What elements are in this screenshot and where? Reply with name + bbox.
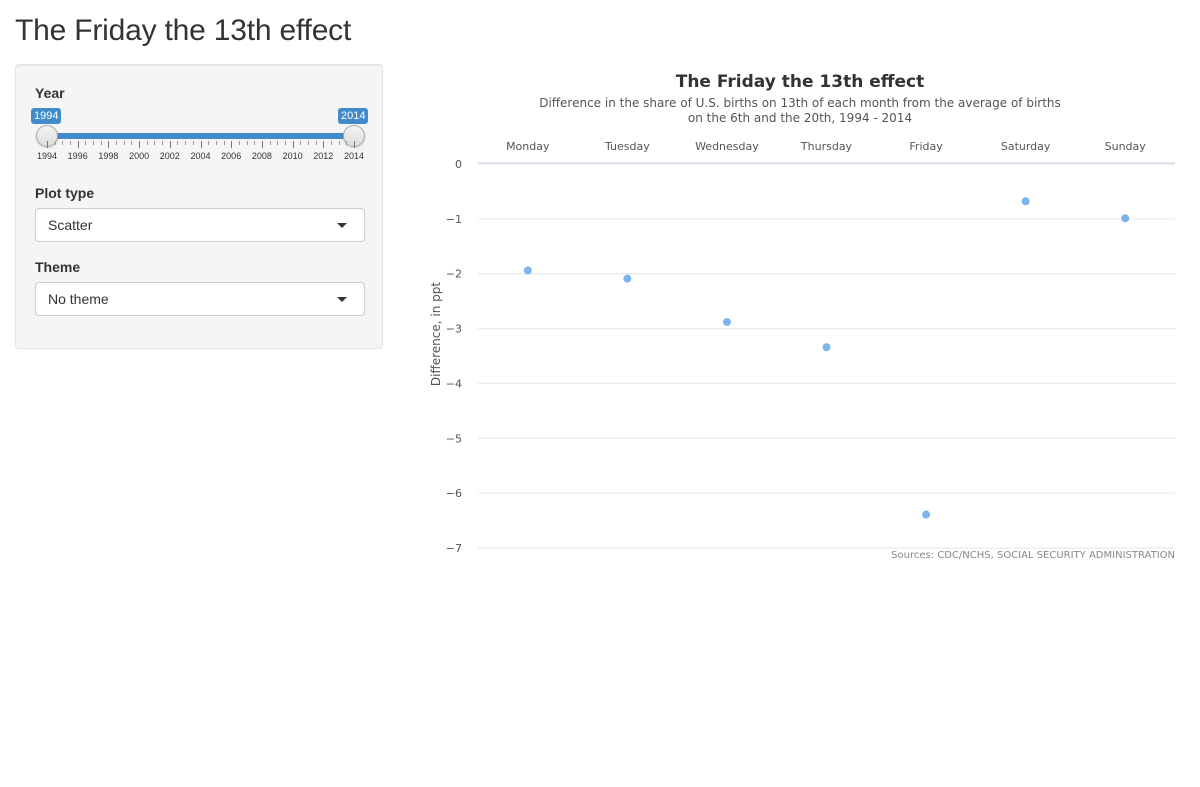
slider-tick [108, 141, 110, 148]
y-tick-label: 0 [455, 158, 462, 171]
theme-select[interactable]: No theme [35, 282, 365, 316]
chart-subtitle-line-1: Difference in the share of U.S. births o… [539, 96, 1061, 110]
chart-title: The Friday the 13th effect [676, 72, 925, 92]
slider-tick [277, 141, 279, 145]
y-tick-label: −1 [446, 213, 462, 226]
chart: The Friday the 13th effect Difference in… [429, 72, 1175, 561]
slider-tick [169, 141, 171, 148]
chart-credits: Sources: CDC/NCHS, SOCIAL SECURITY ADMIN… [891, 550, 1175, 561]
year-label: Year [35, 85, 65, 101]
slider-tick [323, 141, 325, 148]
data-point [722, 317, 731, 326]
chevron-down-icon [337, 223, 347, 228]
slider-tick [300, 141, 302, 145]
chart-subtitle-line-2: on the 6th and the 20th, 1994 - 2014 [688, 111, 912, 125]
data-point [922, 510, 931, 519]
sidebar-panel: Year 1994 2014 1994 1996 1998 2000 2002 2004 2… [15, 64, 383, 349]
slider-tick [146, 141, 148, 145]
y-tick-label: −5 [446, 432, 462, 445]
slider-to-value: 2014 [338, 108, 369, 124]
slider-tick [192, 141, 194, 145]
slider-tick-label: 1998 [98, 151, 119, 161]
x-tick-label: Wednesday [695, 140, 759, 153]
slider-tick [231, 141, 233, 148]
slider-tick [85, 141, 87, 145]
slider-tick [139, 141, 141, 148]
x-tick-label: Monday [506, 140, 550, 153]
data-point [1021, 197, 1030, 206]
slider-tick-label: 2012 [313, 151, 334, 161]
x-tick-label: Sunday [1105, 140, 1147, 153]
slider-tick [261, 141, 263, 148]
theme-label: Theme [35, 259, 81, 275]
slider-tick [131, 141, 133, 145]
slider-tick [246, 141, 248, 145]
data-point [1121, 214, 1130, 223]
data-point [523, 266, 532, 275]
slider-tick [223, 141, 225, 145]
slider-tick [338, 141, 340, 145]
y-tick-label: −6 [446, 487, 462, 500]
x-tick-label: Tuesday [604, 140, 650, 153]
slider-tick [346, 141, 348, 145]
slider-tick [116, 141, 118, 145]
plot-type-value: Scatter [48, 217, 93, 233]
data-point [623, 274, 632, 283]
page-title: The Friday the 13th effect [15, 14, 352, 47]
chart-container: The Friday the 13th effect Difference in… [420, 62, 1190, 572]
plot-type-select[interactable]: Scatter [35, 208, 365, 242]
slider-tick [315, 141, 317, 145]
slider-tick [200, 141, 202, 148]
slider-tick-label: 2002 [159, 151, 180, 161]
slider-tick [185, 141, 187, 145]
slider-tick-label: 2014 [343, 151, 365, 161]
slider-tick [70, 141, 72, 145]
y-tick-label: −2 [446, 268, 462, 281]
slider-tick-label: 1996 [67, 151, 88, 161]
slider-tick [154, 141, 156, 145]
slider-tick [77, 141, 79, 148]
year-range-slider[interactable]: 1994 2014 1994 1996 1998 2000 2002 2004 2006 20… [31, 105, 369, 175]
slider-tick-label: 2008 [251, 151, 272, 161]
slider-tick [162, 141, 164, 145]
slider-tick [54, 141, 56, 145]
slider-tick [238, 141, 240, 145]
theme-value: No theme [48, 291, 109, 307]
slider-tick [307, 141, 309, 145]
slider-tick-label: 2004 [190, 151, 211, 161]
slider-tick [100, 141, 102, 145]
y-tick-label: −3 [446, 323, 462, 336]
slider-tick [123, 141, 125, 145]
y-tick-label: −7 [446, 542, 462, 555]
slider-tick [47, 141, 48, 148]
x-tick-label: Friday [909, 140, 943, 153]
slider-tick [62, 141, 64, 145]
slider-tick [292, 141, 294, 148]
data-point [822, 343, 831, 352]
slider-tick-label: 2006 [221, 151, 242, 161]
slider-from-value: 1994 [31, 108, 62, 124]
slider-tick [93, 141, 95, 145]
y-tick-label: −4 [446, 377, 462, 390]
plot-type-label: Plot type [35, 185, 95, 201]
slider-tick [254, 141, 256, 145]
slider-track[interactable] [47, 133, 354, 139]
slider-tick [284, 141, 286, 145]
slider-tick [330, 141, 332, 145]
slider-tick [354, 141, 355, 148]
slider-tick-label: 2000 [129, 151, 150, 161]
slider-tick-label: 1994 [36, 151, 58, 161]
x-tick-label: Saturday [1001, 140, 1051, 153]
slider-tick [215, 141, 217, 145]
y-axis-label: Difference, in ppt [429, 282, 443, 386]
slider-tick-label: 2010 [282, 151, 303, 161]
slider-tick [208, 141, 210, 145]
slider-tick [177, 141, 179, 145]
slider-ticks: 1994 1996 1998 2000 2002 2004 2006 2008 2010 2012… [35, 141, 365, 171]
x-tick-label: Thursday [800, 140, 853, 153]
chevron-down-icon [337, 297, 347, 302]
slider-tick [269, 141, 271, 145]
